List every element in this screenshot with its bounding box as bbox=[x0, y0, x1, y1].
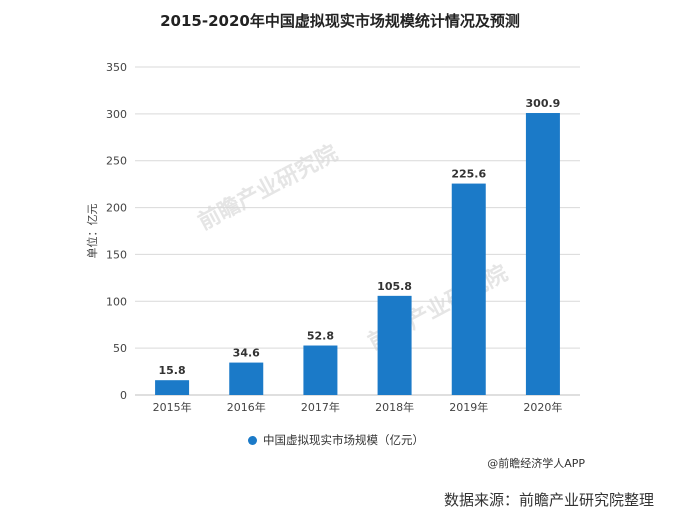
data-label: 105.8 bbox=[377, 280, 412, 293]
x-tick-label: 2020年 bbox=[523, 400, 562, 414]
x-tick-label: 2015年 bbox=[153, 400, 192, 414]
chart-title: 2015-2020年中国虚拟现实市场规模统计情况及预测 bbox=[160, 12, 520, 30]
data-label: 15.8 bbox=[159, 364, 186, 377]
x-tick-label: 2019年 bbox=[449, 400, 488, 414]
data-label: 300.9 bbox=[526, 97, 561, 110]
x-tick-label: 2018年 bbox=[375, 400, 414, 414]
x-tick-label: 2016年 bbox=[227, 400, 266, 414]
bar bbox=[155, 380, 190, 395]
y-tick-label: 200 bbox=[106, 202, 127, 215]
y-axis-label: 单位：亿元 bbox=[85, 204, 99, 259]
y-tick-label: 350 bbox=[106, 61, 127, 74]
legend-swatch bbox=[248, 435, 257, 445]
data-source: 数据来源：前瞻产业研究院整理 bbox=[443, 491, 654, 509]
bar bbox=[525, 113, 560, 395]
y-tick-label: 100 bbox=[106, 295, 127, 308]
y-tick-label: 50 bbox=[113, 342, 127, 355]
x-tick-label: 2017年 bbox=[301, 400, 340, 414]
bar bbox=[229, 362, 264, 395]
y-tick-label: 300 bbox=[106, 108, 127, 121]
bar-chart: 0 50 100 150 200 250 300 350 单位：亿元 15.8 2015年 34.6 2… bbox=[85, 61, 580, 414]
y-tick-label: 250 bbox=[106, 155, 127, 168]
y-tick-label: 150 bbox=[106, 248, 127, 261]
credit-label: @前瞻经济学人APP bbox=[487, 457, 585, 470]
data-label: 225.6 bbox=[451, 168, 486, 181]
credit: @前瞻经济学人APP bbox=[487, 455, 585, 471]
bar bbox=[451, 183, 486, 395]
data-label: 52.8 bbox=[307, 330, 334, 343]
data-label: 34.6 bbox=[233, 347, 260, 360]
y-tick-label: 0 bbox=[120, 389, 127, 402]
legend: 中国虚拟现实市场规模（亿元） bbox=[248, 432, 424, 448]
bar bbox=[377, 295, 412, 395]
legend-label: 中国虚拟现实市场规模（亿元） bbox=[263, 433, 424, 447]
bar bbox=[303, 345, 338, 395]
